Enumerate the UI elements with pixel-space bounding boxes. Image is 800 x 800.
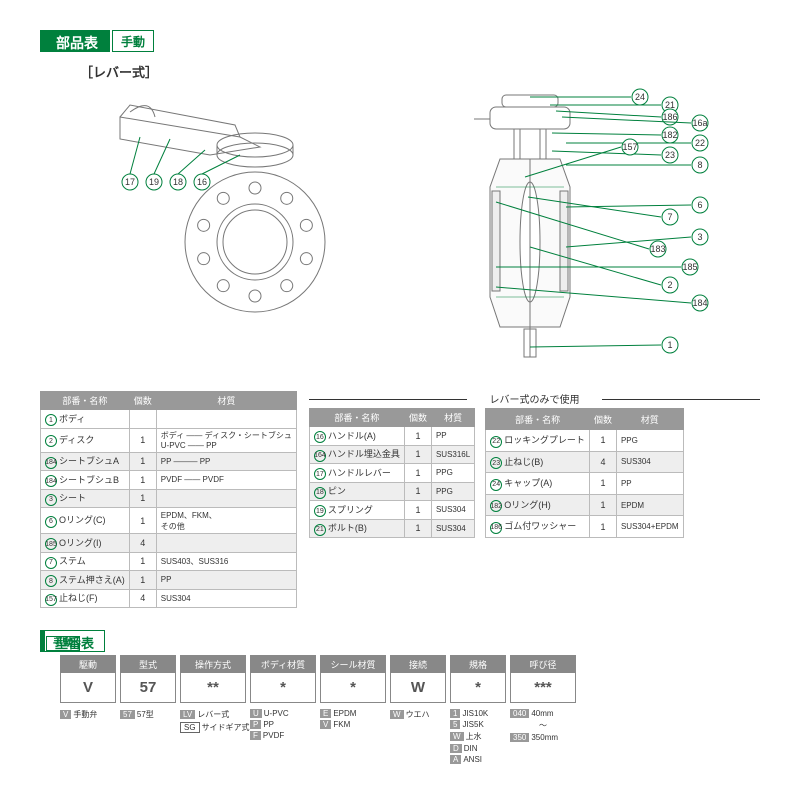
- svg-text:17: 17: [125, 177, 135, 187]
- svg-text:2: 2: [667, 280, 672, 290]
- svg-text:182: 182: [662, 130, 677, 140]
- parts-sub: 手動: [112, 30, 154, 52]
- svg-text:24: 24: [635, 92, 645, 102]
- svg-text:186: 186: [662, 112, 677, 122]
- svg-text:6: 6: [697, 200, 702, 210]
- tables-row: 部番・名称個数材質1ボディ2ディスク1ボディ —— ディスク・シートブシュ U-…: [40, 391, 760, 608]
- lever-section-diagram: 242118616a1822223815767318318521841: [420, 87, 740, 377]
- diagrams-row: 17191816 242118616a182222381576731831852…: [40, 87, 760, 377]
- svg-text:3: 3: [697, 232, 702, 242]
- svg-text:183: 183: [650, 244, 665, 254]
- svg-text:1: 1: [667, 340, 672, 350]
- model-sub: 手動: [46, 636, 80, 651]
- parts-header: 部品表 手動: [40, 30, 760, 52]
- parts-table-r2: 部番・名称個数材質22ロッキングプレート1PPG23止ねじ(B)4SUS3042…: [485, 408, 683, 538]
- parts-table-left: 部番・名称個数材質1ボディ2ディスク1ボディ —— ディスク・シートブシュ U-…: [40, 391, 297, 608]
- svg-text:18: 18: [173, 177, 183, 187]
- svg-text:184: 184: [692, 298, 707, 308]
- diagram-label: ［レバー式］: [80, 62, 760, 81]
- diagram-right: 242118616a1822223815767318318521841: [420, 87, 740, 377]
- svg-text:185: 185: [682, 262, 697, 272]
- svg-text:23: 23: [665, 150, 675, 160]
- svg-text:157: 157: [622, 142, 637, 152]
- svg-text:7: 7: [667, 212, 672, 222]
- svg-text:8: 8: [697, 160, 702, 170]
- diagram-left: 17 19 18 16: [60, 87, 360, 377]
- model-block: 駆動V型式57操作方式**ボディ材質*シール材質*接続W規格*呼び径*** V手…: [40, 655, 760, 764]
- svg-text:16: 16: [197, 177, 207, 187]
- svg-text:19: 19: [149, 177, 159, 187]
- parts-table-r1: 部番・名称個数材質16ハンドル(A)1PP164ハンドル埋込金具1SUS316L…: [309, 408, 475, 538]
- lever-side-diagram: 17 19 18 16: [60, 87, 360, 327]
- bracket-label: レバー式のみで使用: [309, 391, 760, 406]
- svg-text:22: 22: [695, 138, 705, 148]
- svg-text:16a: 16a: [692, 118, 707, 128]
- parts-title: 部品表: [44, 30, 110, 52]
